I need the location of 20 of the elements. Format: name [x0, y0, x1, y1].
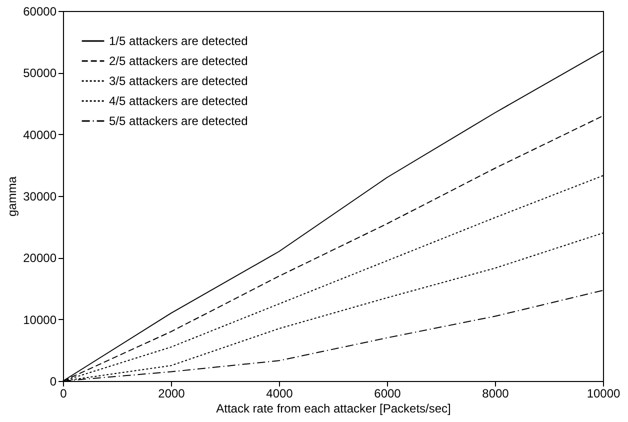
y-tick-label: 20000: [23, 251, 57, 266]
legend-label: 3/5 attackers are detected: [109, 74, 248, 88]
legend-label: 4/5 attackers are detected: [109, 94, 248, 108]
legend-label: 2/5 attackers are detected: [109, 54, 248, 68]
x-tick-label: 0: [60, 386, 68, 400]
y-tick-label: 40000: [23, 128, 57, 142]
x-tick-label: 2000: [158, 386, 186, 400]
x-tick-label: 6000: [374, 386, 402, 400]
x-axis-title: Attack rate from each attacker [Packets/sec]: [216, 402, 451, 416]
legend-label: 1/5 attackers are detected: [109, 34, 248, 48]
y-axis-title: gamma: [5, 176, 20, 217]
legend-label: 5/5 attackers are detected: [109, 114, 248, 128]
y-tick-label: 10000: [23, 312, 57, 327]
x-tick-label: 8000: [482, 386, 510, 400]
x-tick-label: 4000: [266, 386, 294, 400]
y-tick-label: 0: [50, 374, 57, 388]
y-tick-label: 50000: [23, 66, 57, 80]
y-tick-label: 30000: [23, 190, 57, 204]
x-tick-label: 10000: [586, 386, 621, 400]
y-tick-label: 60000: [23, 4, 57, 18]
